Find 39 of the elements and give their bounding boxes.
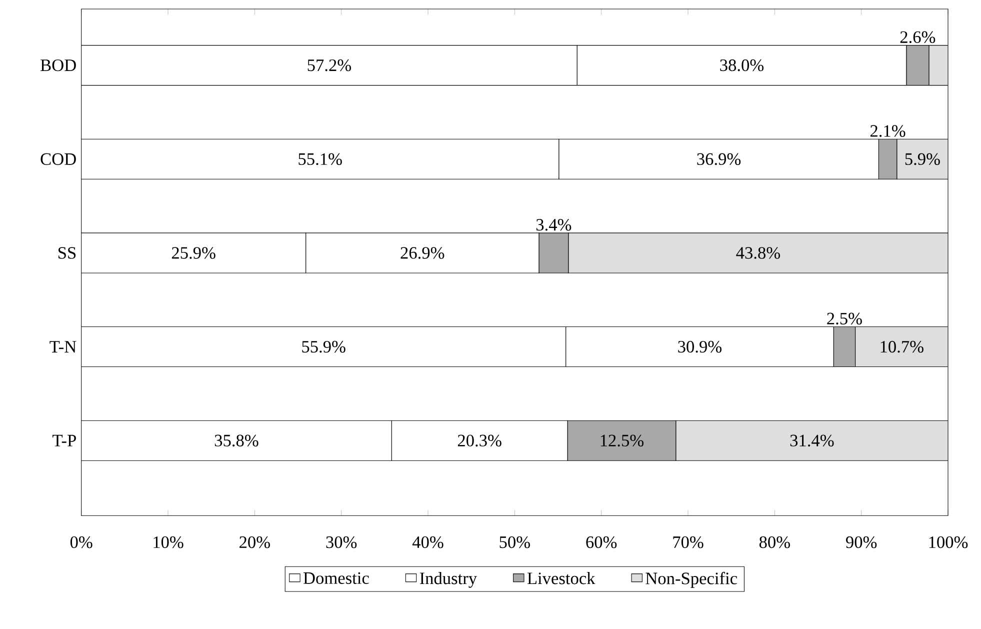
data-label: 31.4%: [790, 434, 834, 446]
x-tick-label: 100%: [929, 536, 968, 548]
data-label: 12.5%: [600, 434, 644, 446]
legend-label: Livestock: [527, 572, 596, 584]
legend-label: Industry: [420, 572, 477, 588]
y-tick-label: T-N: [50, 341, 76, 352]
data-label: 25.9%: [172, 247, 216, 259]
data-label: 30.9%: [678, 340, 722, 353]
x-tick-label: 10%: [154, 536, 184, 548]
x-tick-label: 40%: [412, 536, 444, 548]
y-tick-label: SS: [58, 247, 76, 259]
legend-label: Domestic: [303, 572, 369, 584]
x-tick-label: 0%: [70, 536, 92, 548]
x-tick-label: 70%: [673, 536, 704, 548]
data-label: 57.2%: [308, 59, 351, 72]
data-label: 26.9%: [400, 247, 444, 259]
data-label: 35.8%: [214, 434, 258, 446]
data-label: 2.6%: [900, 31, 936, 44]
data-label: 2.1%: [870, 125, 906, 137]
data-label: 5.9%: [905, 153, 940, 166]
data-label: 20.3%: [458, 434, 502, 446]
x-tick-label: 30%: [326, 536, 357, 548]
legend-label: Non-Specific: [646, 572, 738, 588]
data-label: 55.9%: [302, 340, 346, 353]
y-tick-label: BOD: [40, 59, 76, 72]
data-label: 10.7%: [880, 340, 924, 353]
x-tick-label: 80%: [759, 536, 790, 548]
x-tick-label: 20%: [240, 536, 270, 548]
y-tick-label: T-P: [52, 434, 76, 446]
x-tick-label: 60%: [586, 536, 617, 548]
data-label: 36.9%: [697, 153, 741, 166]
x-tick-label: 90%: [846, 536, 877, 548]
data-label: 38.0%: [720, 59, 764, 72]
y-tick-label: COD: [40, 153, 76, 165]
data-label: 43.8%: [736, 247, 780, 259]
x-tick-label: 50%: [500, 536, 530, 548]
data-label: 2.5%: [827, 312, 862, 325]
data-label: 3.4%: [536, 218, 572, 231]
data-label: 55.1%: [298, 153, 342, 166]
